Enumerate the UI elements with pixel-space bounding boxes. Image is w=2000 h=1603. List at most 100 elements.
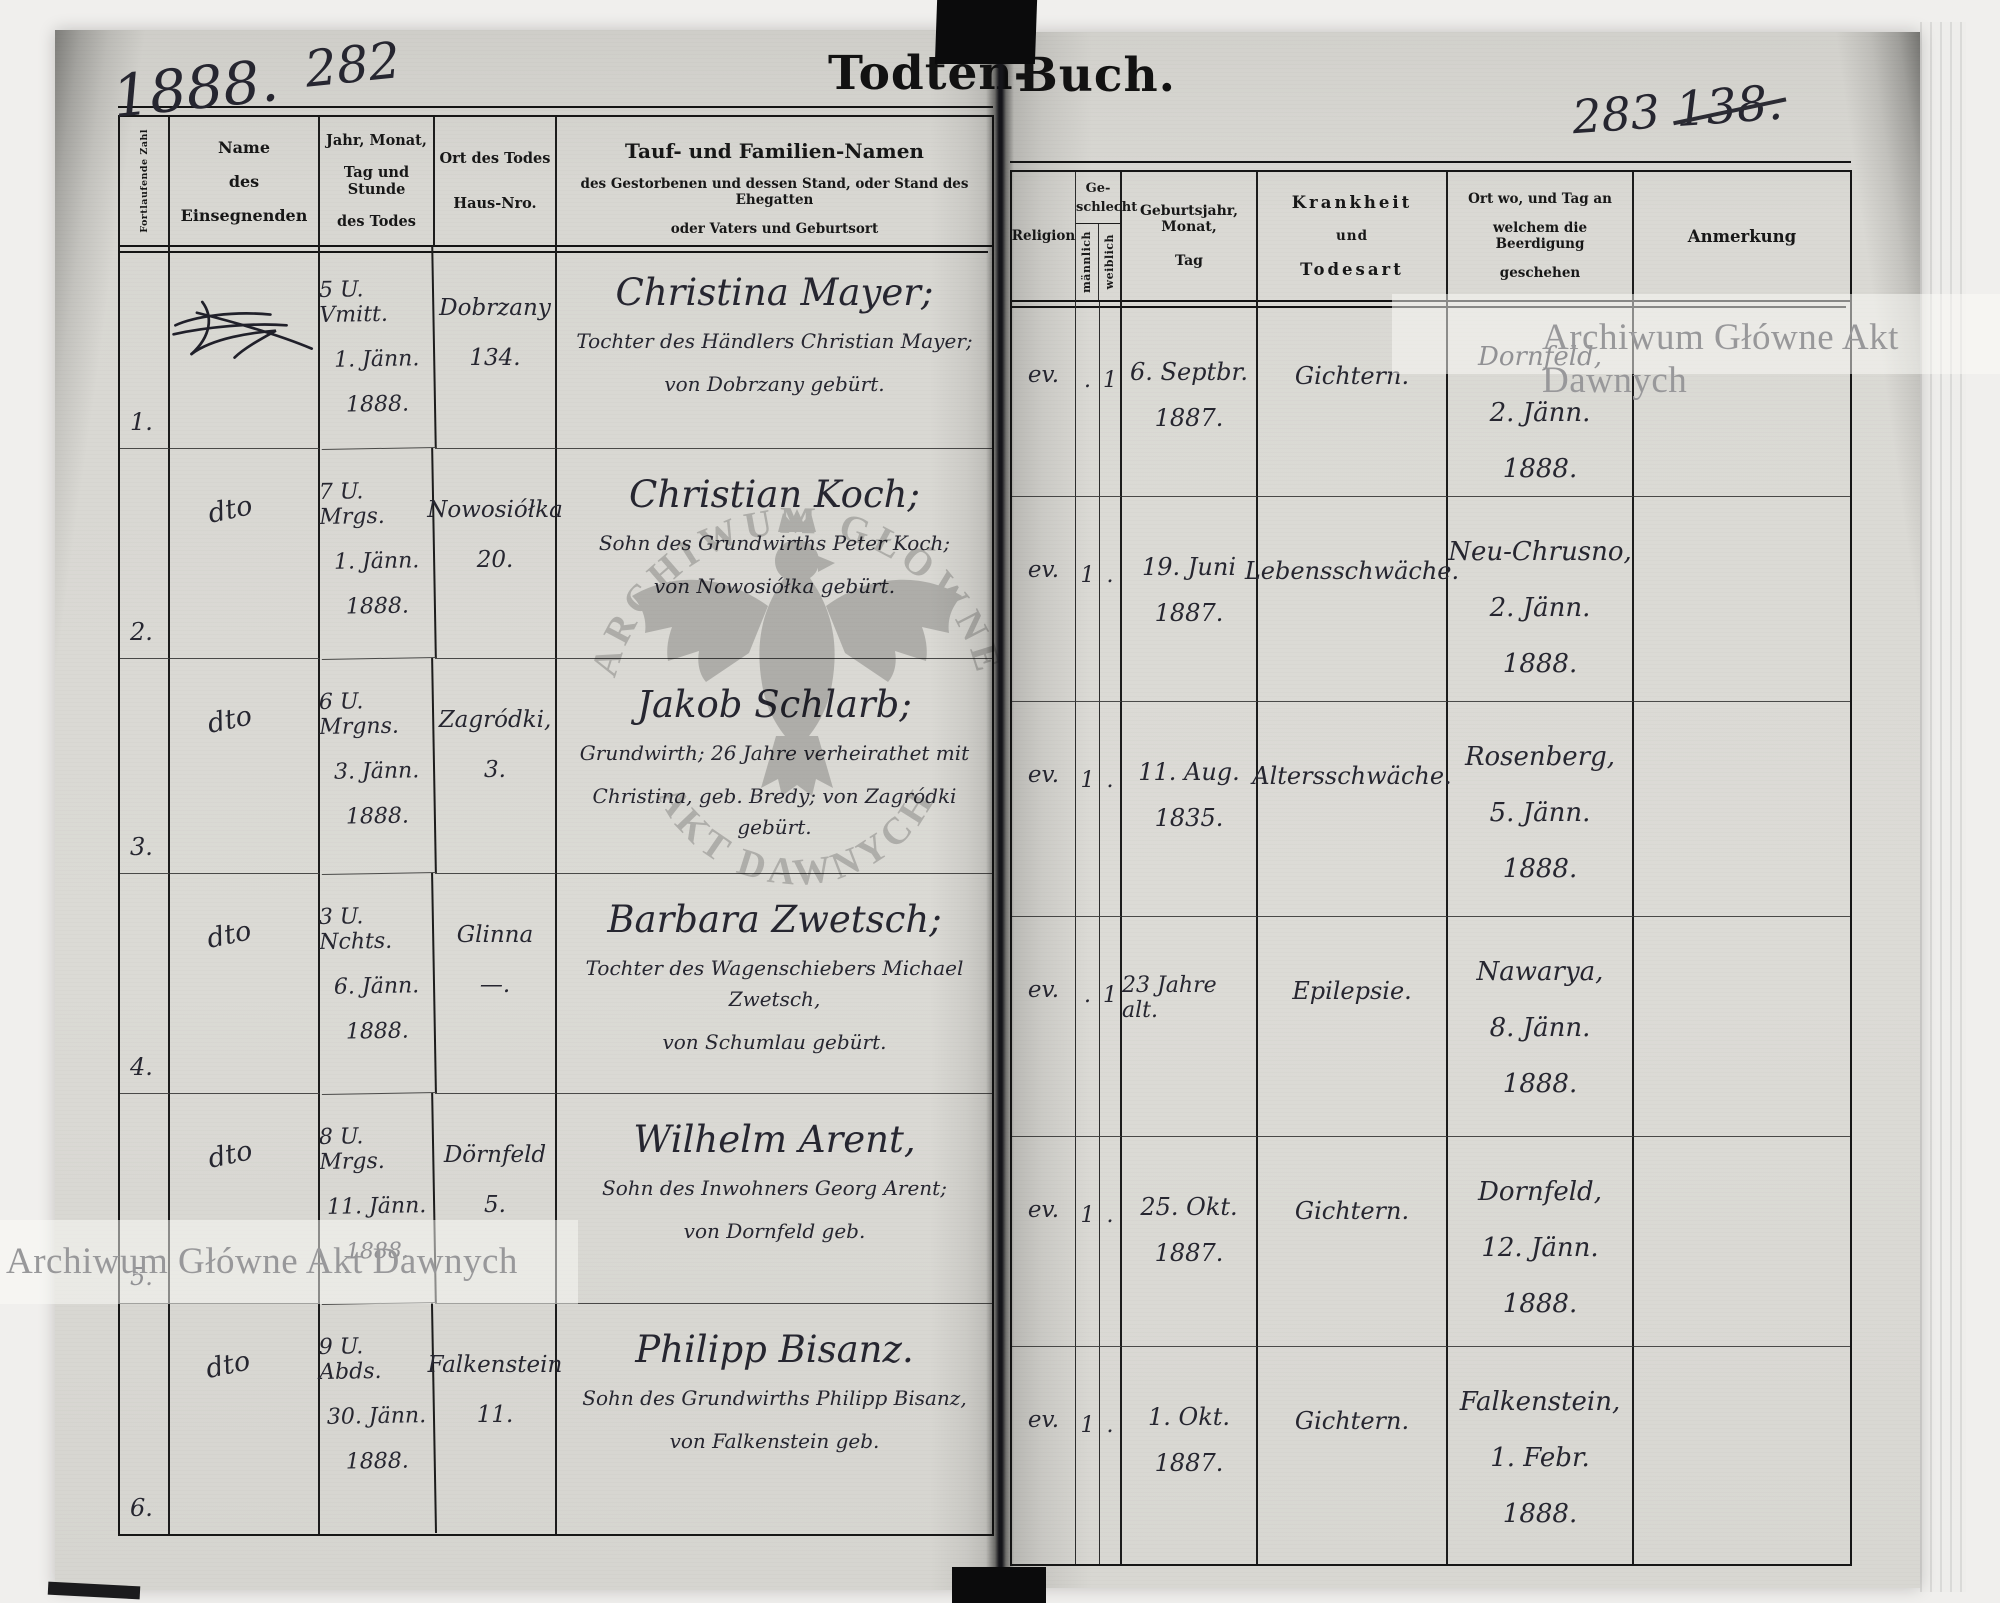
illness-cell: Gichtern. <box>1258 1347 1448 1564</box>
deceased-detail: Tochter des Wagenschiebers Michael Zwets… <box>585 956 964 1011</box>
burial-place: Dornfeld, <box>1478 1177 1602 1207</box>
birth-cell: 25. Okt. 1887. <box>1122 1137 1258 1347</box>
col-header-female: weiblich <box>1099 224 1121 300</box>
eagle-silhouette <box>632 509 962 796</box>
top-rule-right <box>1010 161 1851 164</box>
birth-year: 1835. <box>1154 804 1224 832</box>
illness-cell: Lebensschwäche. <box>1245 497 1459 702</box>
book-spine <box>986 28 1014 1592</box>
illness-value: Gichtern. <box>1294 1407 1410 1435</box>
page-stack-edges <box>1920 22 1966 1592</box>
left-page-table: Fortlaufende Zahl Name des Einsegnenden … <box>118 115 994 1536</box>
religion-value: ev. <box>1027 557 1060 583</box>
col-header-note: Anmerkung <box>1634 172 1850 302</box>
religion-value: ev. <box>1027 362 1060 388</box>
burial-day: 8. Jänn. <box>1489 1013 1591 1043</box>
header-line: des Todes <box>337 213 416 230</box>
deceased-name: Philipp Bisanz. <box>635 1328 914 1371</box>
illness-value: Gichtern. <box>1294 1197 1410 1225</box>
burial-place: Falkenstein, <box>1459 1387 1621 1417</box>
religion-value: ev. <box>1027 762 1060 788</box>
header-line: Name <box>217 137 271 157</box>
death-place: Glinna <box>456 922 534 948</box>
header-line: Anmerkung <box>1687 226 1797 246</box>
male-cell: 1 <box>1076 702 1100 917</box>
female-label: weiblich <box>1102 234 1116 290</box>
death-time: 8 U. Mrgs. <box>318 1124 385 1176</box>
death-place-cell: Falkenstein 11. <box>428 1304 562 1534</box>
death-date-cell: 6 U. Mrgns. 3. Jänn. 1888. <box>318 658 437 875</box>
col-header-birth: Geburtsjahr, Monat, Tag <box>1122 172 1258 302</box>
header-line: oder Vaters und Geburtsort <box>670 221 879 237</box>
row-number-cell: 1. <box>120 247 170 449</box>
birth-year: 1887. <box>1154 1239 1224 1267</box>
birth-date: 19. Juni <box>1141 553 1236 581</box>
female-cell: . <box>1100 497 1122 702</box>
birth-cell: 6. Septbr. 1887. <box>1122 302 1258 497</box>
deceased-detail: von Dobrzany gebürt. <box>664 372 885 396</box>
note-cell <box>1634 302 1850 497</box>
illness-cell: Gichtern. <box>1258 1137 1448 1347</box>
header-line: Ort wo, und Tag an <box>1468 191 1612 207</box>
age-at-death: 23 Jahre alt. <box>1122 973 1217 1023</box>
note-cell <box>1634 702 1850 917</box>
religion-cell: ev. <box>1012 917 1076 1137</box>
archive-eagle-watermark: ARCHIWUM GŁÓWNE · AKT DAWNYCH · <box>552 440 1005 895</box>
col-header-names: Tauf- und Familien-Namen des Gestorbenen… <box>557 117 992 247</box>
male-cell: 1 <box>1076 497 1100 702</box>
burial-cell: Falkenstein, 1. Febr. 1888. <box>1448 1347 1634 1564</box>
row-number: 2. <box>130 618 153 646</box>
col-header-running-number: Fortlaufende Zahl <box>120 117 170 247</box>
birth-year: 1887. <box>1154 599 1224 627</box>
deceased-detail: Sohn des Inwohners Georg Arent; <box>602 1176 947 1200</box>
birth-cell: 1. Okt. 1887. <box>1122 1347 1258 1564</box>
religion-cell: ev. <box>1012 702 1076 917</box>
birth-date: 6. Septbr. <box>1129 358 1248 386</box>
birth-year: 1887. <box>1154 1449 1224 1477</box>
male-mark: 1 <box>1080 768 1095 793</box>
col-header-death-date: Jahr, Monat, Tag und Stunde des Todes <box>320 117 435 247</box>
sex-header-label: Ge- schlecht <box>1076 172 1137 224</box>
deceased-detail: von Schumlau gebürt. <box>662 1030 887 1054</box>
death-year: 1888. <box>345 1448 409 1475</box>
religion-value: ev. <box>1027 1407 1060 1433</box>
death-day: 6. Jänn. <box>333 973 420 1000</box>
col-header-burial: Ort wo, und Tag an welchem die Beerdigun… <box>1448 172 1634 302</box>
col-header-running-number-label: Fortlaufende Zahl <box>138 129 150 233</box>
male-mark: 1 <box>1080 1203 1095 1228</box>
female-mark: . <box>1106 1413 1114 1438</box>
death-day: 3. Jänn. <box>333 758 420 785</box>
house-number: 20. <box>476 547 514 573</box>
death-place: Zagródki, <box>438 707 552 733</box>
note-cell <box>1634 1347 1850 1564</box>
burial-year: 1888. <box>1502 1069 1578 1099</box>
death-time: 7 U. Mrgs. <box>318 479 385 531</box>
birth-date: 25. Okt. <box>1140 1193 1238 1221</box>
officiant-signature <box>172 300 314 359</box>
header-line: Geburtsjahr, Monat, <box>1139 203 1239 235</box>
female-cell: 1 <box>1100 302 1122 497</box>
deceased-name: Barbara Zwetsch; <box>607 898 942 941</box>
burial-year: 1888. <box>1502 649 1578 679</box>
male-mark: . <box>1084 983 1091 1008</box>
death-time: 9 U. Abds. <box>318 1334 382 1386</box>
ditto-mark: dto <box>204 700 255 740</box>
burial-cell: Dornfeld, 12. Jänn. 1888. <box>1448 1137 1634 1347</box>
death-day: 1. Jänn. <box>333 346 420 373</box>
female-mark: 1 <box>1103 368 1117 393</box>
death-date-cell: 7 U. Mrgs. 1. Jänn. 1888. <box>318 448 437 660</box>
house-number: —. <box>479 972 511 998</box>
col-header-death-place: Ort des Todes Haus-Nro. <box>435 117 557 247</box>
burial-day: 2. Jänn. <box>1489 398 1591 428</box>
female-mark: . <box>1106 768 1114 793</box>
col-header-religion: Religion <box>1012 172 1076 302</box>
death-place-cell: Nowosiółka 20. <box>427 449 563 659</box>
header-line: Tag und Stunde <box>343 164 410 198</box>
female-cell: . <box>1100 702 1122 917</box>
officiant-cell <box>170 247 320 449</box>
house-number: 3. <box>484 757 506 783</box>
burial-place: Neu-Chrusno, <box>1448 537 1632 567</box>
deceased-detail: Sohn des Grundwirths Philipp Bisanz, <box>582 1386 967 1410</box>
illness-cell: Altersschwäche. <box>1252 702 1452 917</box>
religion-cell: ev. <box>1012 302 1076 497</box>
